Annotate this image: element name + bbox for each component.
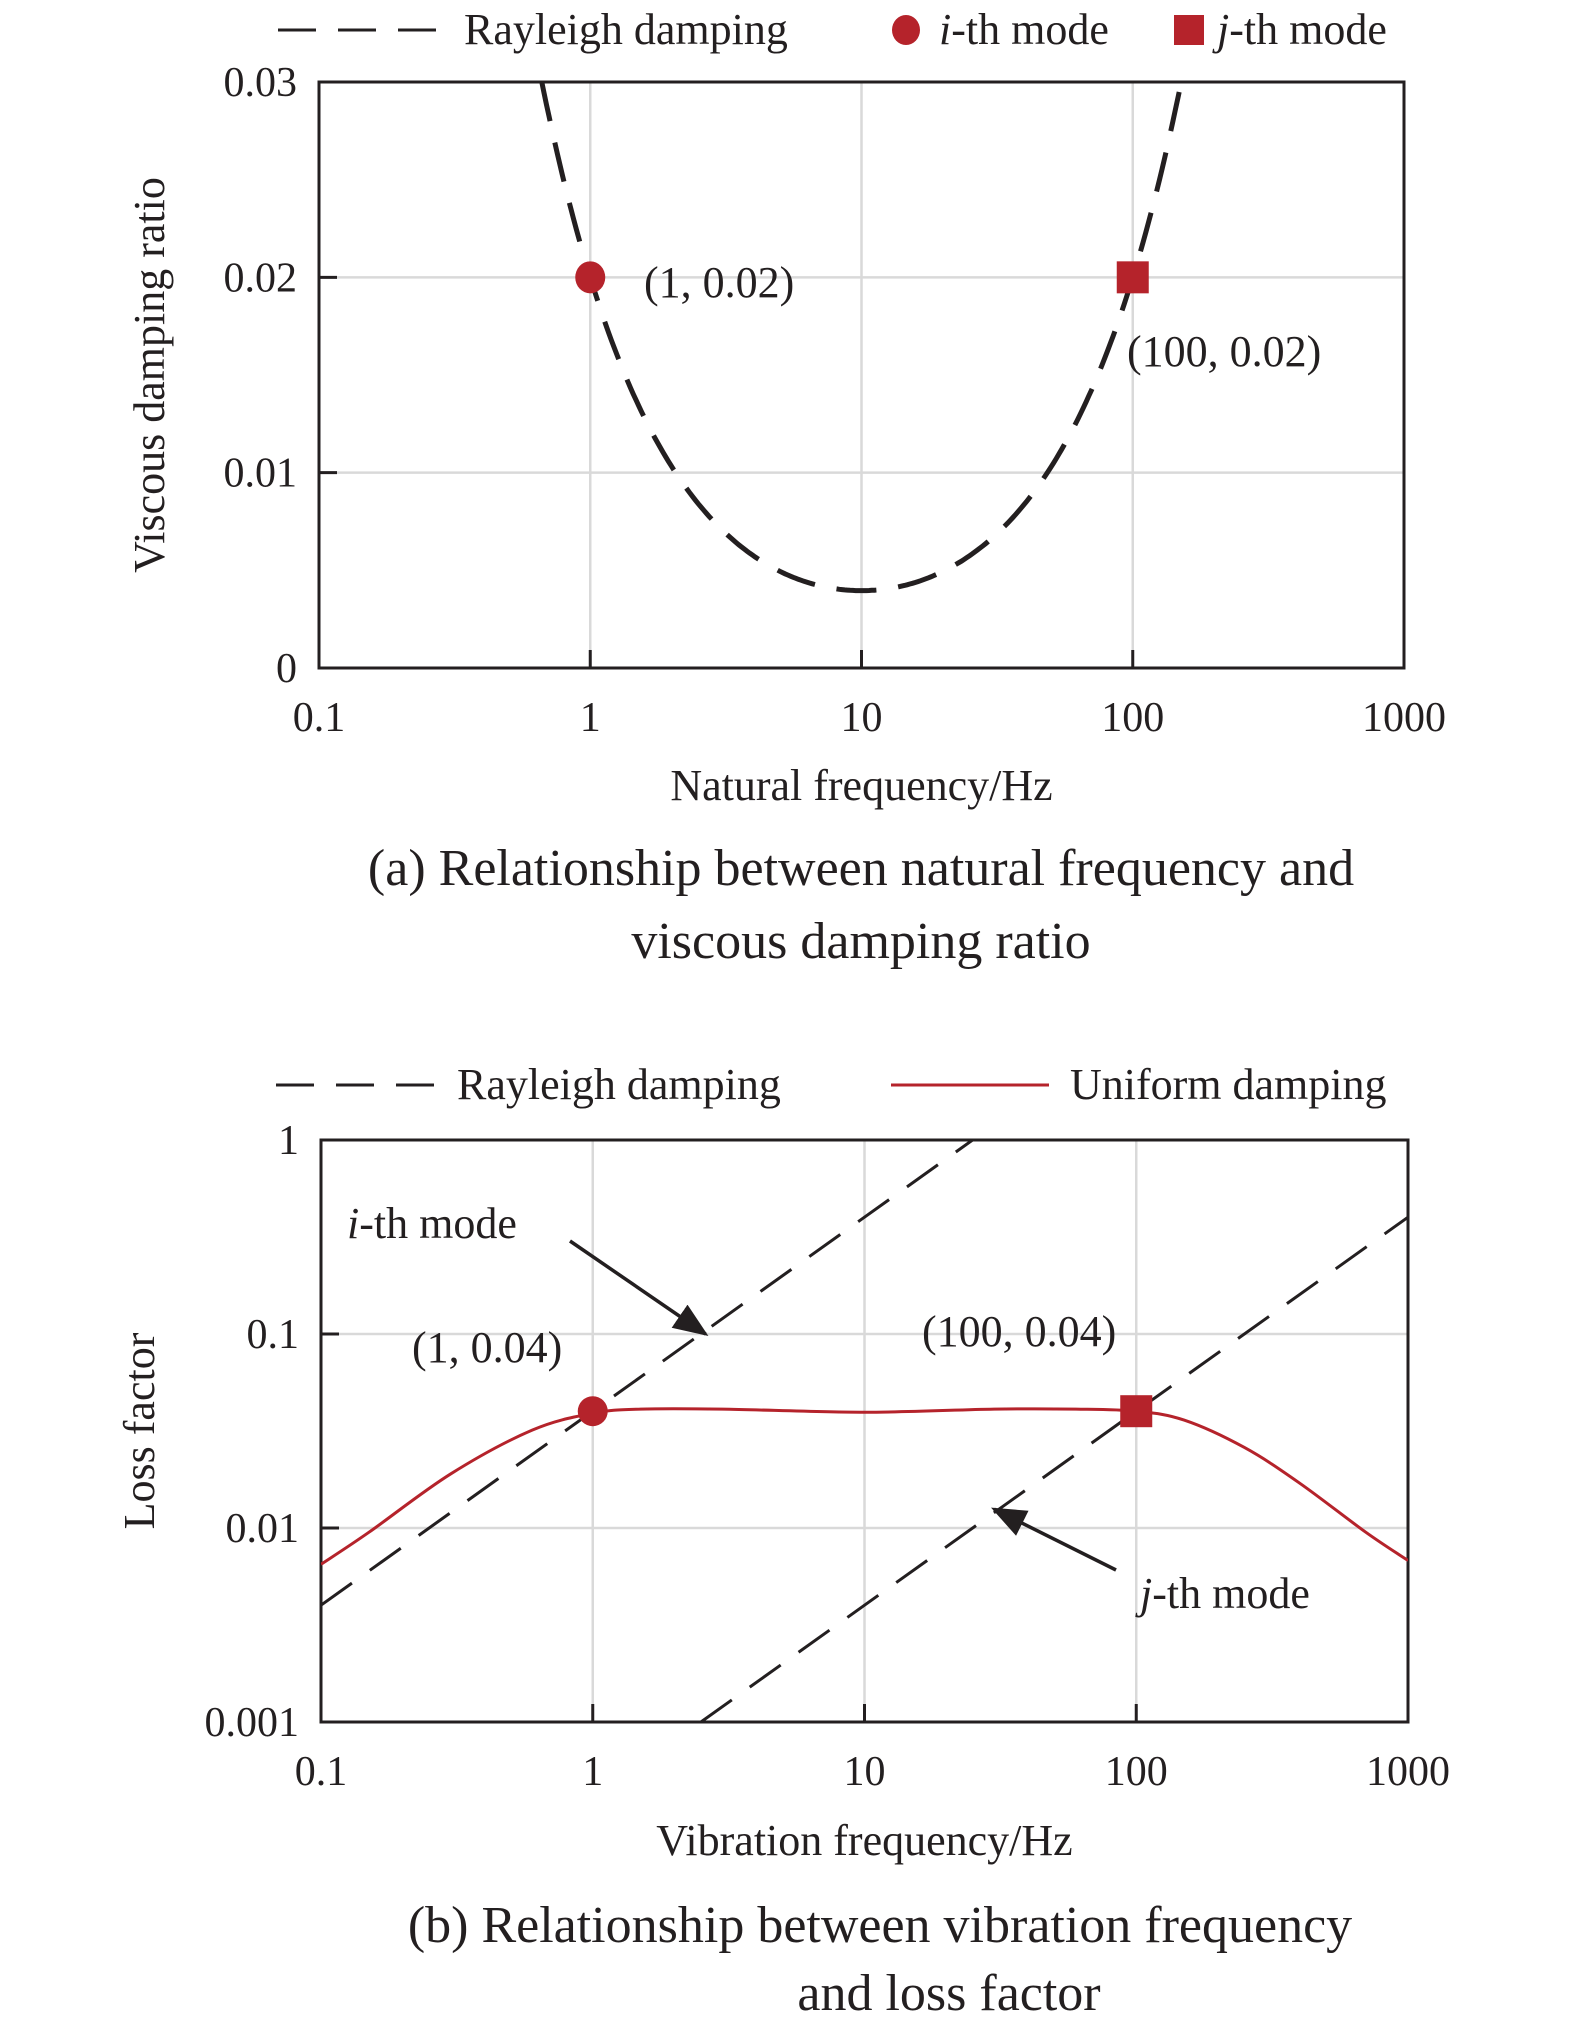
- x-tick-label: 100: [1101, 695, 1164, 741]
- legend-rayleigh-label: Rayleigh damping: [464, 5, 788, 54]
- annotation-arrow: [991, 1507, 1117, 1572]
- x-tick-label: 1: [582, 1749, 603, 1795]
- y-tick-label: 0.01: [226, 1506, 300, 1552]
- point-annotation: (100, 0.04): [922, 1307, 1116, 1356]
- legend: Rayleigh damping: [278, 5, 1204, 54]
- y-tick-label: 0.01: [224, 451, 298, 497]
- x-tick-label: 0.1: [293, 695, 346, 741]
- i-th-mode-marker: [575, 261, 606, 294]
- legend-i-th-mode-label: i-th mode: [939, 5, 1109, 54]
- x-tick-label: 0.1: [295, 1749, 348, 1795]
- chart-a: 0.1 1 10 100 1000 0 0.01 0.02 0.03 (1, 0.02) (100,…: [125, 5, 1446, 970]
- rayleigh-damping-line: [700, 1215, 1408, 1722]
- y-axis-label: Loss factor: [115, 1332, 164, 1529]
- caption-line: and loss factor: [797, 1965, 1100, 2022]
- uniform-damping-line: [321, 1407, 1408, 1566]
- y-tick-label: 0.03: [224, 60, 298, 106]
- legend-uniform-label: Uniform damping: [1070, 1060, 1387, 1109]
- x-axis-label: Vibration frequency/Hz: [656, 1816, 1072, 1865]
- y-tick-label: 0.001: [205, 1700, 300, 1746]
- legend: Rayleigh damping Uniform damping: [276, 1060, 1387, 1109]
- plot-frame: [317, 80, 1406, 670]
- rayleigh-damping-line: [321, 1140, 974, 1607]
- rayleigh-damping-line: [539, 82, 1184, 594]
- chart-b: 0.1 1 10 100 1000 0.001 0.01 0.1 1 (1, 0.04) (100,…: [115, 1060, 1450, 2022]
- legend-j-th-mode-label: j-th mode: [1212, 5, 1387, 54]
- caption-line: (b) Relationship between vibration frequ…: [408, 1897, 1352, 1954]
- plot-frame: [319, 1138, 1410, 1724]
- x-tick-label: 10: [844, 1749, 886, 1795]
- x-tick-label: 100: [1105, 1749, 1168, 1795]
- j-th-mode-marker: [1116, 261, 1149, 294]
- j-th-mode-label: j-th mode: [1135, 1569, 1310, 1618]
- x-axis-label: Natural frequency/Hz: [670, 761, 1052, 810]
- caption-line: (a) Relationship between natural frequen…: [368, 840, 1354, 897]
- y-tick-label: 1: [278, 1118, 299, 1164]
- i-th-mode-marker: [577, 1396, 608, 1427]
- y-axis-label: Viscous damping ratio: [125, 177, 174, 573]
- x-tick-label: 1000: [1362, 695, 1446, 741]
- i-th-mode-label: i-th mode: [347, 1199, 517, 1248]
- annotation-arrow: [569, 1239, 709, 1336]
- legend-square-icon: [1174, 15, 1204, 45]
- legend-rayleigh-label: Rayleigh damping: [457, 1060, 781, 1109]
- y-tick-label: 0: [276, 646, 297, 692]
- y-tick-label: 0.1: [247, 1312, 300, 1358]
- point-annotation: (1, 0.02): [644, 258, 794, 307]
- x-tick-label: 10: [841, 695, 883, 741]
- point-annotation: (100, 0.02): [1127, 327, 1321, 376]
- legend-circle-icon: [892, 15, 920, 45]
- j-th-mode-marker: [1120, 1395, 1153, 1428]
- x-tick-label: 1: [580, 695, 601, 741]
- x-tick-label: 1000: [1366, 1749, 1450, 1795]
- point-annotation: (1, 0.04): [412, 1323, 562, 1372]
- caption-line: viscous damping ratio: [631, 913, 1090, 970]
- y-tick-label: 0.02: [224, 255, 298, 301]
